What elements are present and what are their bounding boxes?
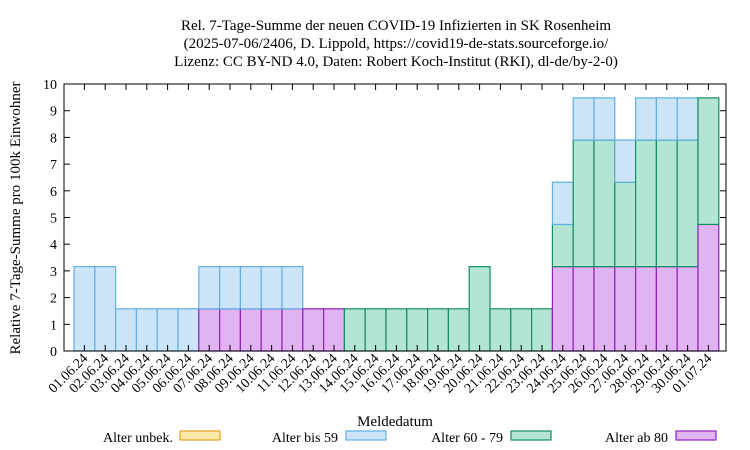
legend: Alter unbek. Alter bis 59 Alter 60 - 79 Alt… xyxy=(103,430,717,446)
bar-segment xyxy=(676,139,699,268)
bar-segment xyxy=(489,308,512,352)
y-tick-label: 6 xyxy=(50,185,57,200)
bar-segment xyxy=(406,308,429,352)
bar-segment xyxy=(510,308,533,352)
bar-segment xyxy=(239,266,262,310)
bar-segment xyxy=(697,97,720,226)
bar-segment xyxy=(281,266,304,310)
y-tick-label: 10 xyxy=(43,78,57,93)
title-line-3: Lizenz: CC BY-ND 4.0, Daten: Robert Koch… xyxy=(174,54,618,70)
bar-segment xyxy=(468,266,491,352)
bar-segment xyxy=(73,266,96,352)
bar-segment xyxy=(634,139,657,268)
title-line-1: Rel. 7-Tage-Summe der neuen COVID-19 Inf… xyxy=(181,18,611,34)
legend-label: Alter bis 59 xyxy=(272,431,338,446)
bar-segment xyxy=(302,308,325,352)
bar-segment xyxy=(655,97,678,141)
y-axis: 0 1 2 3 4 5 6 7 8 9 10 xyxy=(43,78,726,360)
bar-segment xyxy=(655,139,678,268)
bar-segment xyxy=(260,308,283,352)
bar-segment xyxy=(156,308,179,352)
bar-segment xyxy=(572,97,595,141)
bar-segment xyxy=(676,97,699,141)
legend-label: Alter ab 80 xyxy=(605,431,668,446)
bar-segment xyxy=(94,266,117,352)
bar-segment xyxy=(697,223,720,352)
y-tick-label: 1 xyxy=(50,318,57,333)
plot-frame xyxy=(63,83,727,352)
title-line-2: (2025-07-06/2406, D. Lippold, https://co… xyxy=(184,36,609,52)
bar-segment xyxy=(551,223,574,268)
legend-label: Alter 60 - 79 xyxy=(431,431,503,446)
bar-segment xyxy=(614,266,637,352)
bar-segment xyxy=(177,308,200,352)
y-tick-label: 0 xyxy=(50,345,57,360)
bar-segment xyxy=(614,181,637,268)
bars-layer xyxy=(73,97,720,352)
bar-segment xyxy=(634,266,657,352)
bar-segment xyxy=(593,97,616,141)
y-tick-label: 3 xyxy=(50,265,57,280)
y-tick-label: 2 xyxy=(50,292,57,307)
bar-segment xyxy=(427,308,450,352)
bar-segment xyxy=(135,308,158,352)
bar-segment xyxy=(343,308,366,352)
x-axis-label: Meldedatum xyxy=(357,414,433,430)
bar-segment xyxy=(676,266,699,352)
bar-segment xyxy=(114,308,137,352)
bar-segment xyxy=(323,308,346,352)
bar-segment xyxy=(281,308,304,352)
bar-segment xyxy=(614,139,637,183)
bar-segment xyxy=(447,308,470,352)
legend-label: Alter unbek. xyxy=(103,431,173,446)
y-tick-label: 8 xyxy=(50,131,57,146)
y-tick-label: 4 xyxy=(50,238,57,253)
y-tick-label: 7 xyxy=(50,158,57,173)
bar-segment xyxy=(593,266,616,352)
bar-segment xyxy=(364,308,387,352)
bar-segment xyxy=(198,308,221,352)
bar-segment xyxy=(385,308,408,352)
y-tick-label: 9 xyxy=(50,105,57,120)
bar-segment xyxy=(530,308,553,352)
bar-segment xyxy=(572,139,595,268)
chart-title: Rel. 7-Tage-Summe der neuen COVID-19 Inf… xyxy=(174,18,618,70)
legend-swatch xyxy=(510,430,552,441)
bar-segment xyxy=(572,266,595,352)
bar-segment xyxy=(593,139,616,268)
bar-segment xyxy=(219,266,242,310)
bar-segment xyxy=(198,266,221,310)
bar-segment xyxy=(551,181,574,226)
bar-segment xyxy=(239,308,262,352)
y-tick-label: 5 xyxy=(50,212,57,227)
bar-segment xyxy=(655,266,678,352)
bar-segment xyxy=(260,266,283,310)
bar-segment xyxy=(634,97,657,141)
bar-segment xyxy=(551,266,574,352)
legend-swatch xyxy=(345,430,387,441)
legend-swatch xyxy=(179,430,221,441)
legend-swatch xyxy=(675,430,717,441)
bar-segment xyxy=(219,308,242,352)
y-axis-label: Relative 7-Tage-Summe pro 100k Einwohner xyxy=(8,81,24,354)
